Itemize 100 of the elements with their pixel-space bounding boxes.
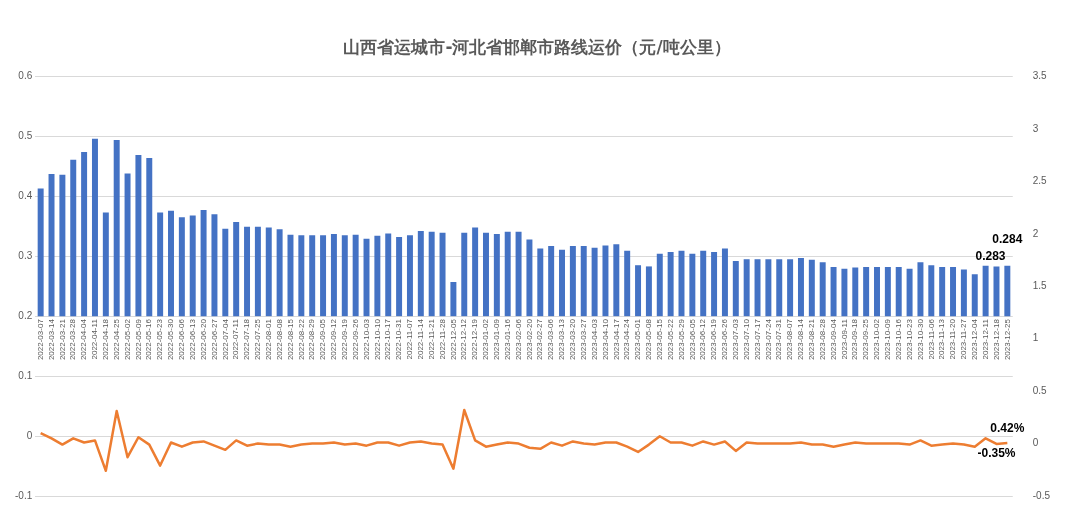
bar <box>852 267 859 317</box>
x-tick-label: 2023-10-02 <box>872 318 882 361</box>
bar <box>1004 265 1011 317</box>
x-tick-label: 2023-08-14 <box>796 318 806 361</box>
bar <box>59 174 66 317</box>
chart-title: 山西省运城市-河北省邯郸市路线运价（元/吨公里） <box>343 36 731 57</box>
x-tick-label: 2023-02-27 <box>535 318 545 361</box>
x-tick-label: 2022-03-28 <box>68 318 78 361</box>
bar <box>233 222 240 317</box>
x-tick-label: 2023-01-02 <box>481 318 491 361</box>
x-tick-label: 2023-04-17 <box>611 318 621 361</box>
bar <box>971 274 978 317</box>
x-tick-label: 2022-04-04 <box>79 318 89 361</box>
x-tick-label: 2023-01-16 <box>502 318 512 361</box>
bar <box>81 151 88 317</box>
x-tick-label: 2022-05-30 <box>166 318 176 361</box>
y2-tick-label: 1 <box>1032 332 1039 344</box>
x-tick-label: 2023-07-31 <box>774 318 784 361</box>
x-tick-label: 2023-09-04 <box>828 318 838 361</box>
y2-tick-label: 3 <box>1032 122 1039 134</box>
bar <box>70 159 77 317</box>
bar <box>385 233 392 317</box>
x-tick-label: 2022-04-25 <box>111 318 121 361</box>
x-tick-label: 2023-11-20 <box>948 318 958 360</box>
x-tick-label: 2022-09-26 <box>350 318 360 361</box>
x-tick-label: 2022-10-17 <box>383 318 393 361</box>
bar <box>960 269 967 317</box>
data-label: 0.283 <box>975 248 1006 263</box>
bar <box>743 259 750 317</box>
bar <box>982 265 989 317</box>
y-tick-label: 0.6 <box>18 70 33 82</box>
x-tick-label: 2023-05-22 <box>665 318 675 361</box>
bar <box>656 253 663 317</box>
y2-tick-label: 1.5 <box>1032 279 1048 291</box>
y2-tick-label: 2 <box>1032 227 1039 239</box>
bar <box>222 228 229 317</box>
bar <box>341 235 348 317</box>
x-tick-label: 2023-04-24 <box>622 318 632 361</box>
x-tick-label: 2022-08-01 <box>263 318 273 361</box>
x-tick-label: 2023-07-03 <box>731 318 740 361</box>
bar <box>917 262 924 317</box>
bar <box>320 235 327 317</box>
data-label: 0.284 <box>992 232 1023 247</box>
x-tick-label: 2023-04-10 <box>600 318 610 361</box>
y2-tick-label: 0.5 <box>1032 384 1048 396</box>
x-tick-label: 2023-06-05 <box>687 318 697 361</box>
bar <box>537 248 544 317</box>
x-tick-label: 2022-06-06 <box>177 318 187 361</box>
bar <box>102 212 109 317</box>
x-tick-label: 2023-05-15 <box>654 318 664 361</box>
x-tick-label: 2023-10-23 <box>904 318 914 361</box>
y-tick-label: 0.5 <box>18 130 33 142</box>
bar <box>645 266 652 317</box>
x-tick-label: 2023-07-10 <box>741 318 751 361</box>
bar <box>493 234 500 317</box>
y-tick-label: 0.4 <box>18 190 33 202</box>
x-tick-label: 2023-04-03 <box>589 318 599 361</box>
x-tick-label: 2023-08-21 <box>807 318 817 361</box>
x-tick-label: 2022-07-04 <box>220 318 230 361</box>
data-label: -0.35% <box>977 446 1016 461</box>
x-tick-label: 2022-07-11 <box>231 318 241 360</box>
bar <box>667 252 674 317</box>
x-tick-label: 2023-12-25 <box>1002 318 1012 361</box>
bar <box>483 232 489 317</box>
bar <box>863 267 870 317</box>
bar <box>884 267 891 317</box>
bar <box>124 173 131 317</box>
x-tick-label: 2023-02-06 <box>513 318 523 361</box>
x-tick-label: 2022-10-03 <box>361 318 371 361</box>
x-tick-label: 2023-05-08 <box>644 318 654 361</box>
y-tick-label: 0 <box>26 429 33 441</box>
bar <box>569 246 576 317</box>
bar <box>526 239 533 317</box>
y2-tick-label: 0 <box>1032 437 1039 449</box>
y2-tick-label: -0.5 <box>1032 489 1051 501</box>
x-tick-label: 2022-11-07 <box>405 318 415 360</box>
x-tick-label: 2023-03-06 <box>546 318 556 361</box>
x-tick-label: 2023-03-27 <box>578 318 588 361</box>
y-tick-label: -0.1 <box>15 489 33 501</box>
bar <box>135 154 142 317</box>
x-tick-label: 2022-09-19 <box>339 318 349 361</box>
bar <box>37 188 44 317</box>
bar <box>417 231 424 317</box>
x-tick-label: 2022-12-05 <box>448 318 458 361</box>
x-tick-label: 2022-08-08 <box>274 318 284 361</box>
bar <box>461 232 468 317</box>
x-tick-label: 2022-05-16 <box>144 318 154 361</box>
x-tick-label: 2023-02-20 <box>524 318 534 361</box>
x-tick-label: 2023-03-20 <box>568 318 578 361</box>
bar <box>580 246 587 317</box>
bar <box>200 210 207 317</box>
x-tick-label: 2022-06-20 <box>198 318 208 361</box>
bar <box>993 266 1000 317</box>
bar <box>711 252 718 317</box>
x-tick-label: 2022-03-14 <box>46 318 56 361</box>
bar <box>48 174 55 317</box>
y-tick-label: 0.2 <box>18 309 33 321</box>
bar <box>157 212 164 317</box>
x-tick-label: 2022-03-21 <box>57 318 67 361</box>
x-tick-label: 2023-05-01 <box>633 318 643 361</box>
